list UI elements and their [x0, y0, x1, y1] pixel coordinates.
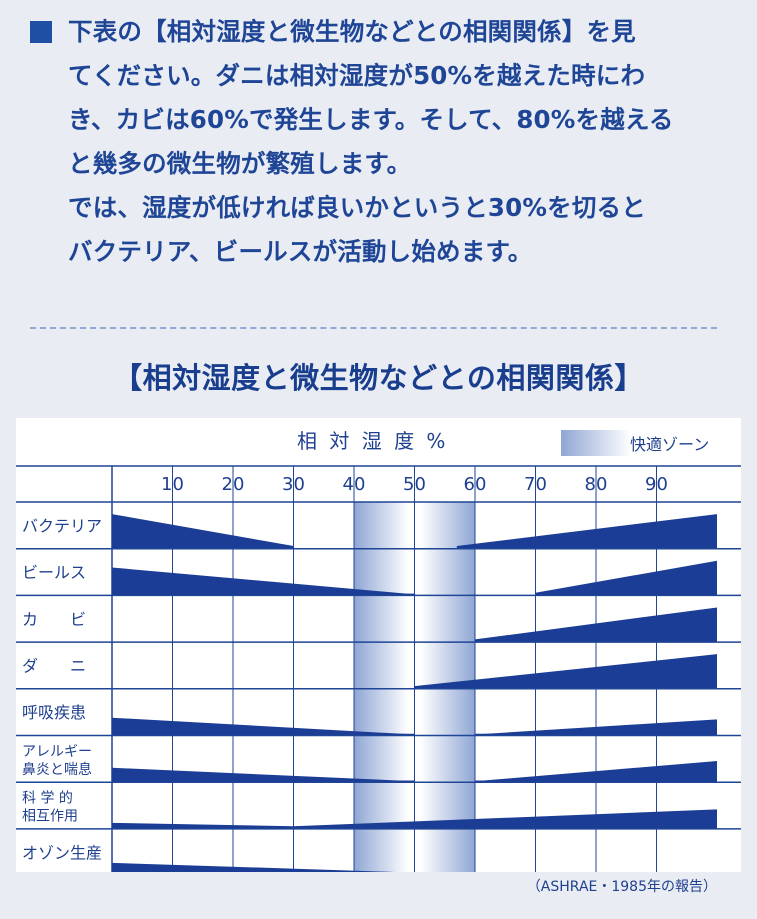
x-tick-label: 60: [464, 474, 487, 495]
x-tick-label: 30: [282, 474, 305, 495]
dashed-divider: [30, 327, 717, 329]
trend-wedge: [293, 809, 717, 828]
row-label: 相互作用: [22, 809, 78, 825]
trend-wedge: [535, 560, 717, 595]
intro-line: と幾多の微生物が繁殖します。: [68, 149, 412, 178]
correlation-chart: 相 対 湿 度 % 快適ゾーン 10 20 30 40 50 60 70 80 90 バクテリアビール…: [16, 418, 741, 872]
axis-title: 相 対 湿 度 %: [297, 429, 448, 453]
trend-wedge: [112, 822, 294, 828]
x-tick-label: 80: [585, 474, 608, 495]
trend-wedge: [414, 654, 717, 688]
intro-line: では、湿度が低ければ良いかというと30%を切ると: [68, 193, 646, 222]
row-label: 呼吸疾患: [22, 703, 86, 722]
intro-line: てください。ダニは相対湿度が50%を越えた時にわ: [68, 61, 646, 90]
x-tick-label: 90: [645, 474, 668, 495]
trend-wedge: [112, 767, 415, 782]
row-label: オゾン生産: [22, 843, 102, 862]
legend-swatch: [561, 430, 631, 456]
row-label: カ ビ: [22, 610, 86, 629]
row-label: ダ ニ: [22, 656, 86, 675]
x-tick-label: 10: [161, 474, 184, 495]
row-label: 鼻炎と喘息: [22, 761, 92, 778]
chart-svg: 相 対 湿 度 % 快適ゾーン 10 20 30 40 50 60 70 80 90 バクテリアビール…: [16, 429, 741, 872]
x-tick-label: 70: [524, 474, 547, 495]
chart-title: 【相対湿度と微生物などとの相関関係】: [113, 361, 644, 395]
trend-wedge: [112, 717, 415, 735]
trend-wedge: [456, 514, 717, 548]
x-tick-label: 20: [222, 474, 245, 495]
row-label: アレルギー: [22, 744, 92, 760]
intro-line: き、カビは60%で発生します。そして、80%を越える: [68, 105, 674, 134]
intro: 下表の【相対湿度と微生物などとの相関関係】を見 てください。ダニは相対湿度が50…: [30, 10, 730, 274]
intro-line: 下表の【相対湿度と微生物などとの相関関係】を見: [68, 17, 636, 46]
row-label: 科 学 的: [22, 791, 73, 807]
row-label: バクテリア: [22, 516, 102, 535]
source-note: （ASHRAE・1985年の報告）: [526, 879, 717, 895]
row-label: ビールス: [22, 563, 86, 582]
trend-wedge: [112, 514, 294, 548]
intro-line: バクテリア、ビールスが活動し始めます。: [68, 237, 533, 266]
x-tick-label: 50: [403, 474, 426, 495]
x-tick-label: 40: [343, 474, 366, 495]
trend-wedge: [475, 607, 717, 642]
intro-paragraph: 下表の【相対湿度と微生物などとの相関関係】を見 てください。ダニは相対湿度が50…: [68, 10, 730, 274]
legend-label: 快適ゾーン: [630, 435, 709, 454]
square-bullet-icon: [30, 21, 52, 43]
